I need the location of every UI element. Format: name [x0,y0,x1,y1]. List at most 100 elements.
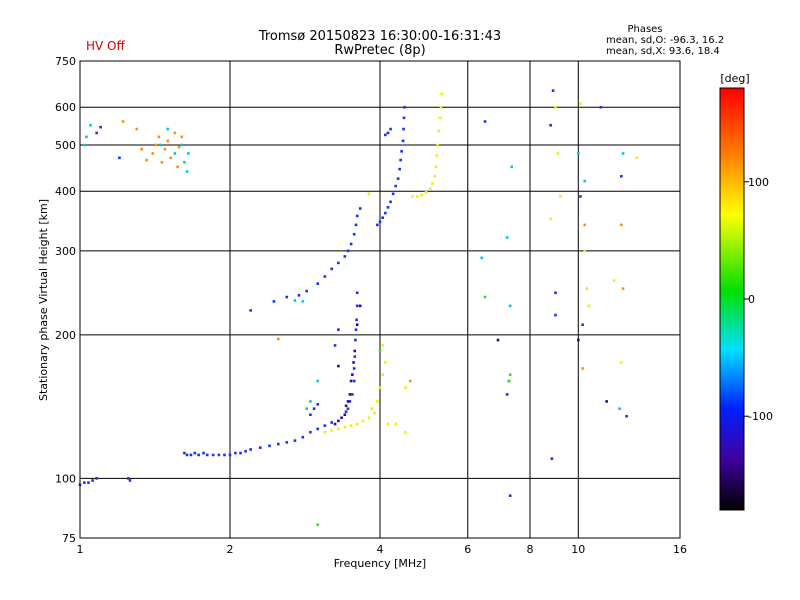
data-point [183,160,186,164]
data-point [187,152,190,155]
data-point [480,256,484,260]
y-tick-label: 600 [55,101,76,114]
data-point [353,355,357,358]
data-point [621,152,625,155]
y-tick-label: 300 [55,245,76,258]
y-tick-label: 75 [62,532,76,545]
data-point [301,300,305,303]
data-point [510,165,513,169]
data-point [389,200,392,204]
data-point [180,143,184,147]
data-point [348,400,352,403]
y-axis-label: Stationary phase Virtual Height [km] [37,199,50,401]
data-point [337,427,340,431]
data-point [268,444,271,448]
data-point [166,139,170,143]
data-point [343,413,347,417]
data-point [340,416,343,420]
data-point [177,145,181,149]
data-point [433,174,436,178]
data-point [355,318,358,322]
data-point [249,448,252,451]
data-point [197,453,200,457]
data-point [276,442,280,446]
data-point [89,123,92,127]
data-point [361,419,365,423]
data-point [333,422,337,426]
data-point [402,116,406,120]
data-point [276,337,280,341]
data-point [351,393,354,396]
data-point [173,131,177,135]
data-point [394,184,397,188]
data-point [355,323,359,327]
data-point [82,481,86,484]
data-points [78,89,639,526]
data-point [391,192,395,196]
data-point [436,143,439,147]
data-point [91,479,94,482]
y-tick-label: 400 [55,185,76,198]
data-point [375,400,379,403]
data-point [583,249,586,253]
data-point [140,147,144,151]
data-point [309,413,312,417]
data-point [352,361,355,364]
colorbar-tick-label: -100 [748,410,773,423]
data-point [82,143,86,147]
data-point [355,291,359,295]
data-point [354,338,357,342]
data-point [180,135,184,139]
data-point [579,195,582,198]
data-point [496,338,500,342]
data-point [401,139,405,143]
data-point [344,404,348,408]
data-point [333,344,337,347]
data-point [316,379,320,383]
data-point [554,105,557,109]
data-point [160,160,164,164]
data-point [404,386,407,389]
data-point [579,102,582,106]
data-point [408,379,412,383]
data-point [505,236,509,239]
colorbar-tick-label: 100 [748,176,769,189]
data-point [223,453,226,457]
data-point [549,123,552,127]
data-point [343,255,347,258]
data-point [381,216,384,220]
data-point [558,195,562,198]
chart-title-line2: RwPretec (8p) [334,43,425,58]
data-point [176,165,179,169]
data-point [483,120,487,123]
data-point [183,451,186,455]
data-point [437,129,441,133]
data-point [505,393,509,396]
colorbar-label: [deg] [720,72,749,85]
data-point [620,223,623,227]
data-point [272,300,276,303]
data-point [411,195,414,198]
data-point [415,195,419,198]
data-point [285,441,289,444]
data-point [211,453,215,457]
chart-title-line1: Tromsø 20150823 16:30:00-16:31:43 [258,29,501,44]
data-point [621,287,625,290]
y-tick-label: 500 [55,139,76,152]
data-point [337,261,340,265]
data-point [157,135,161,139]
data-point [87,481,90,484]
data-point [297,294,301,297]
data-point [612,279,616,282]
data-point [384,211,387,215]
data-point [435,154,439,157]
data-point [431,182,434,185]
data-point [508,494,512,497]
data-point [618,407,621,411]
data-point [358,304,362,308]
data-point [551,89,555,92]
data-point [404,430,407,434]
data-point [576,338,580,342]
data-point [95,131,98,135]
data-point [367,192,371,196]
